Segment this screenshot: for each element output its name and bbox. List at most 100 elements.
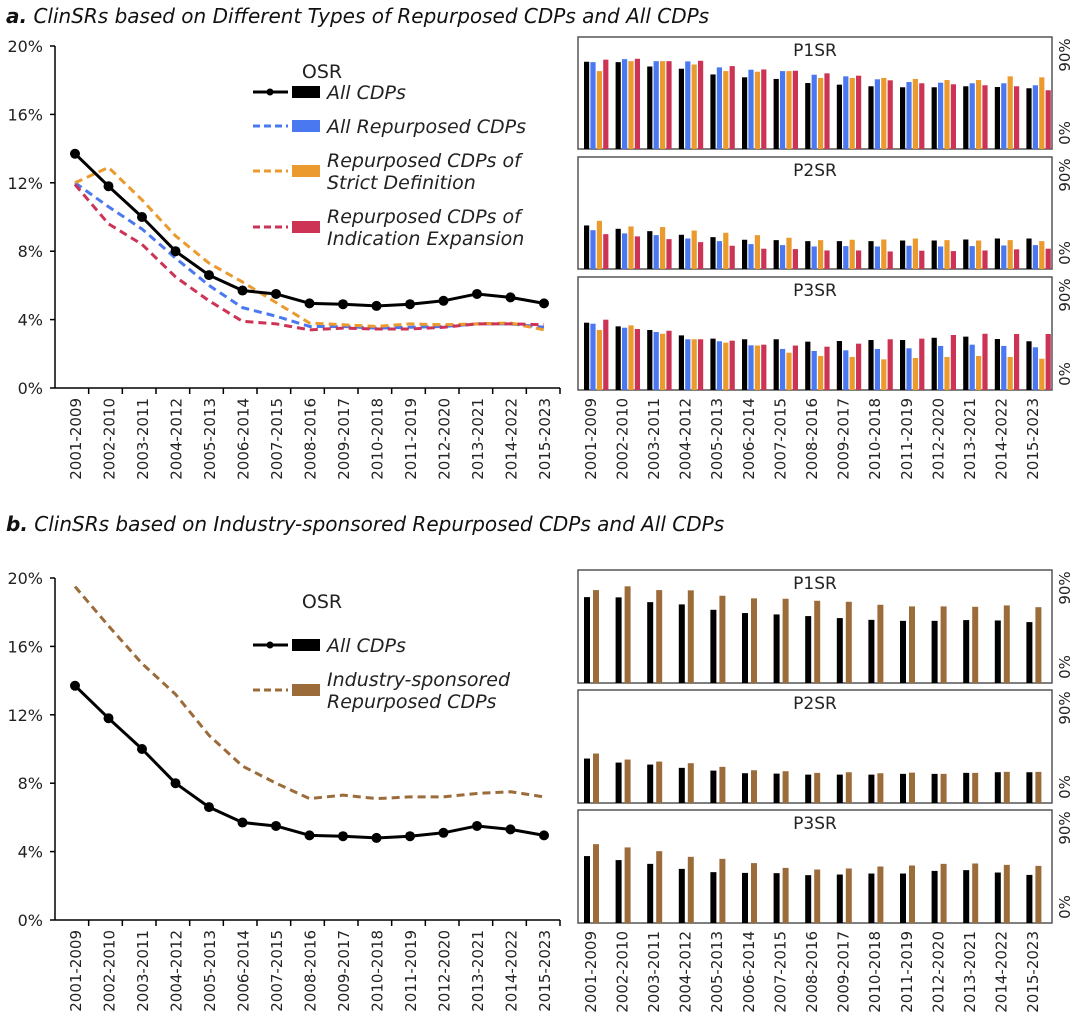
panel-a-letter: a. [6,4,28,28]
a-p2sr-bar [691,230,697,269]
b-legend-swatch-icon [292,639,320,651]
a-osr-point [70,148,80,159]
b-p2sr-bar [900,773,906,803]
a-osr-title: OSR [302,61,342,83]
a-p1sr-bar [944,80,950,149]
b-p3sr-bar [773,873,780,923]
b-p3sr-bar [710,872,717,923]
a-p1sr-bar [824,73,830,149]
a-p1sr-bar [976,80,982,149]
b-p1sr-bar [751,598,757,683]
b-p3sr-bar [742,872,748,923]
a-p1sr-bar [603,59,609,149]
b-p3sr-bar [940,863,947,923]
a-p2sr-bar [754,235,760,269]
a-p3sr-bar [1045,334,1051,390]
a-p1sr-bar [584,61,590,149]
b-p3sr-bar [814,869,821,923]
a-p3sr-bar [653,331,659,390]
b-p1sr-bar [994,620,1001,683]
a-p2sr-bar [729,245,735,269]
a-osr-xtick-label: 2005-2013 [201,398,219,480]
a-p3sr-bar [698,339,704,390]
b-p2sr-bar [836,774,843,803]
a-p3sr-bar [950,335,956,390]
b-p3sr-bar [1035,865,1042,923]
a-osr-xtick-label: 2003-2011 [134,398,152,480]
b-p3sr-bar [972,863,979,923]
a-osr-point [472,288,482,299]
a-p3sr-bar [615,326,621,390]
a-p1sr-bar [950,84,956,149]
a-p2sr-bar [969,246,975,269]
a-p3sr-bar [824,346,830,390]
a-p3sr-bar [976,355,982,390]
a-p1sr-bar [723,71,729,149]
panel-b-letter: b. [6,512,28,536]
a-p3sr-bar [1001,345,1007,390]
a-bars-xtick-label: 2008-2016 [803,398,821,480]
a-p2sr-bar [976,240,982,269]
b-p2sr-bar [751,770,757,803]
a-osr-point [405,299,415,310]
a-p2sr-bar [868,241,874,269]
a-p2sr-bar [856,250,862,269]
b-p3sr-bar [877,866,884,923]
b-p1sr-bar [710,609,717,683]
b-p2sr-bar [1026,772,1033,803]
a-p1sr-bar [919,83,925,149]
b-p3sr-bar [909,865,915,923]
a-osr-xtick-label: 2014-2022 [503,398,521,480]
a-legend-swatch-icon [292,165,320,177]
a-p3sr-bar [596,329,602,390]
b-p2sr-ytick-label: 90% [1056,691,1074,724]
a-p2sr-bar [596,220,602,269]
b-p2sr-bar [1003,771,1010,803]
a-p1sr-bar [843,76,849,149]
a-p1sr-bar [1026,88,1032,149]
a-p1sr-bar [849,77,855,149]
b-p2sr-bar [678,767,685,803]
a-legend-label: All CDPs [325,82,406,104]
b-p1sr-bar [845,601,852,683]
a-p3sr-bar [603,319,609,390]
a-osr-xtick-label: 2015-2023 [536,398,554,480]
a-p1sr-bar [761,69,767,149]
a-p3sr-bar [843,350,849,390]
a-p3sr-bar [900,340,906,390]
a-osr-xtick-label: 2010-2018 [369,398,387,480]
a-bars-xtick-label: 2004-2012 [677,398,695,480]
a-p2sr-bar [1007,240,1013,269]
b-p1sr-bar [678,604,685,683]
b-p3sr-bar [624,847,631,923]
a-p1sr-bar [596,71,602,149]
b-p2sr-bar [994,772,1001,803]
a-legend-label: All Repurposed CDPs [325,116,526,138]
a-bars-xtick-label: 2003-2011 [645,398,663,480]
b-legend-label: Industry-sponsored [327,669,511,691]
a-legend-swatch-icon [292,221,320,233]
a-p1sr-title: P1SR [793,41,837,61]
a-p2sr-bar [836,241,842,269]
a-p2sr-bar [584,225,590,269]
b-bars-xtick-label: 2014-2022 [993,931,1011,1013]
a-p2sr-bar [919,250,925,269]
a-p2sr-bar [678,234,684,269]
a-legend-label: Indication Expansion [327,228,524,250]
b-p1sr-bar [584,597,590,683]
b-p1sr-ytick-label: 90% [1056,571,1074,604]
b-p3sr-bar [805,875,812,923]
a-p3sr-bar [754,345,760,390]
b-p2sr-bar [656,761,663,803]
b-osr-xtick-label: 2012-2020 [436,930,454,1012]
a-p3sr-bar [1032,347,1038,390]
a-p2sr-bar [912,238,918,269]
a-p1sr-bar [698,60,704,149]
a-bars-xtick-label: 2010-2018 [866,398,884,480]
a-p2sr-bar [698,242,704,269]
b-p3sr-bar [836,874,843,923]
a-p3sr-bar [710,338,716,390]
a-p3sr-bar [912,357,918,390]
a-p2sr-bar [944,240,950,269]
b-bars-xtick-label: 2013-2021 [961,931,979,1013]
